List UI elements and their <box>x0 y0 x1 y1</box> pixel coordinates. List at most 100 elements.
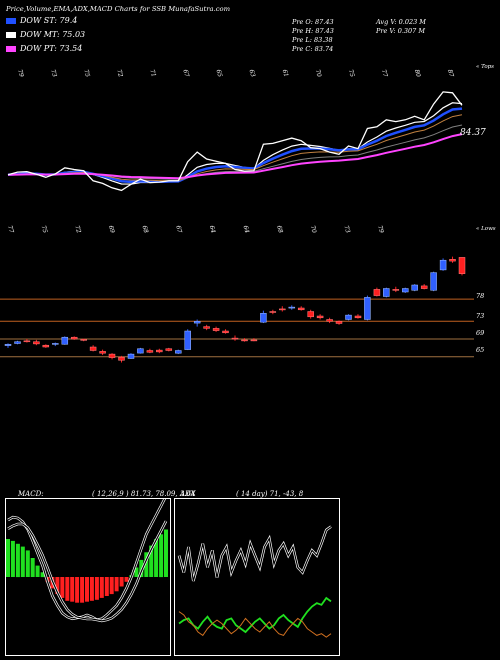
candle-body <box>297 307 305 311</box>
bottom-tick-label: 69 <box>107 225 116 234</box>
top-tick-label: 77 <box>380 69 389 78</box>
candle <box>193 319 201 327</box>
candle <box>231 335 239 341</box>
macd-histogram-bar <box>99 577 104 598</box>
top-tick-label: 73 <box>49 69 58 78</box>
top-tick-label: 61 <box>281 69 290 78</box>
candle-body <box>222 330 229 334</box>
ema-line-st <box>7 107 463 184</box>
stat-pre-volume: Pre V: 0.307 M <box>376 27 426 35</box>
macd-histogram-bar <box>114 577 119 592</box>
candle-body <box>383 288 390 297</box>
top-tick-label: 71 <box>148 69 157 78</box>
candle <box>449 256 456 263</box>
plus-di-line <box>178 596 332 634</box>
candle-body <box>108 353 116 358</box>
candle <box>260 310 267 324</box>
candle-body <box>80 339 87 341</box>
candle-body <box>156 349 163 353</box>
macd-signal-line-inner <box>7 520 167 622</box>
candle <box>458 257 466 276</box>
candle-body <box>307 311 314 318</box>
candle-body <box>212 328 220 331</box>
candle <box>42 344 50 348</box>
legend-pt-swatch <box>6 46 16 52</box>
bottom-tick-label: 73 <box>342 225 351 234</box>
macd-histogram-bar <box>30 558 35 577</box>
macd-histogram-bar <box>159 534 164 578</box>
candle <box>335 320 343 325</box>
adx-line-inner <box>178 526 332 582</box>
candle-body <box>316 315 324 319</box>
ema-line-pt <box>7 133 463 180</box>
candle <box>297 306 305 311</box>
candle <box>137 347 144 354</box>
chart-title: Price,Volume,EMA,ADX,MACD Charts for SSB… <box>6 5 231 13</box>
top-tick-label: 70 <box>314 69 323 78</box>
top-tick-label: 72 <box>115 69 124 78</box>
stat-pre-close: Pre C: 83.74 <box>292 45 334 53</box>
candle-body <box>52 343 59 345</box>
macd-histogram-bar <box>60 577 65 598</box>
candle-body <box>127 353 135 359</box>
macd-histogram-bar <box>89 577 94 601</box>
adx-line-outer <box>177 525 332 582</box>
macd-histogram-bar <box>104 577 109 596</box>
candle-body <box>430 272 437 291</box>
macd-histogram-bar <box>65 577 70 601</box>
candle-body <box>335 321 343 324</box>
candle <box>99 349 106 355</box>
candle <box>33 339 40 346</box>
candle-body <box>4 344 12 346</box>
candle-body <box>269 311 277 313</box>
candle-body <box>14 341 21 344</box>
candle-body <box>146 350 154 353</box>
candle-body <box>165 348 173 351</box>
candle-body <box>364 297 371 320</box>
top-tick-label: 75 <box>82 69 91 78</box>
macd-histogram-bar <box>124 577 129 582</box>
macd-histogram-bar <box>10 540 15 577</box>
candle-body <box>279 308 286 311</box>
macd-histogram-bar <box>70 577 75 602</box>
candle <box>402 287 409 293</box>
macd-histogram-bar <box>20 546 25 577</box>
candle-body <box>89 346 97 351</box>
price-close-line <box>7 91 463 192</box>
adx-values: ( 14 day) 71, -43, 8 <box>236 490 304 498</box>
candle <box>326 317 333 324</box>
price-chart: 79 73 75 72 71 67 65 63 61 70 75 77 80 87 77 75 72 69 68 67… <box>0 69 474 363</box>
candle <box>89 345 97 352</box>
candle-body <box>458 257 466 274</box>
candle <box>250 338 258 342</box>
candle-body <box>260 313 267 323</box>
macd-histogram-bar <box>149 545 154 577</box>
bottom-tick-label: 75 <box>40 225 49 234</box>
candle <box>373 287 381 297</box>
legend-st-label: DOW ST: 79.4 <box>20 16 78 25</box>
bottom-tick-label: 72 <box>73 225 82 234</box>
candle <box>307 309 314 319</box>
candle-body <box>61 336 69 345</box>
top-tick-label: 67 <box>181 69 190 78</box>
candle <box>70 336 78 340</box>
candle <box>127 353 135 359</box>
candle-body <box>439 259 447 271</box>
candle-body <box>175 350 182 354</box>
candle-body <box>118 356 125 361</box>
candle-body <box>184 330 191 350</box>
stat-pre-low: Pre L: 83.38 <box>292 36 333 44</box>
candle-body <box>392 289 400 291</box>
bottom-tick-label: 67 <box>174 225 183 234</box>
lows-label: « Lows <box>476 226 496 232</box>
tops-label: « Tops <box>476 64 495 70</box>
candle-body <box>33 341 40 345</box>
candle <box>354 314 362 319</box>
candle <box>288 305 296 310</box>
candle <box>345 314 352 321</box>
level-label-73: 73 <box>476 312 485 320</box>
macd-histogram-bar <box>40 572 45 578</box>
legend-mt-label: DOW MT: 75.03 <box>20 30 86 39</box>
bottom-tick-label: 70 <box>309 225 318 234</box>
legend-mt-swatch <box>6 32 16 38</box>
